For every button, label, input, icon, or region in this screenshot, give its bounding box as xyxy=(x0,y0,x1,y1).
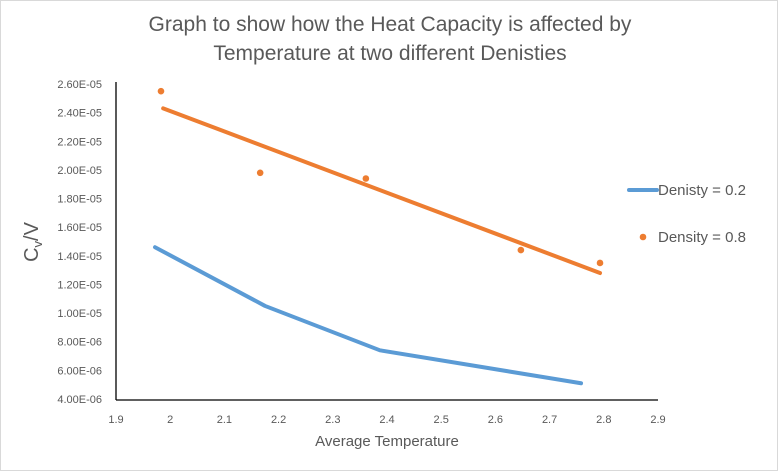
legend-label-density-0-2: Denisty = 0.2 xyxy=(658,182,746,199)
y-axis-title: Cv/V xyxy=(21,221,45,262)
x-tick-label: 2.7 xyxy=(542,414,557,426)
y-tick-label: 2.60E-05 xyxy=(57,79,102,91)
y-tick-label: 6.00E-06 xyxy=(57,365,102,377)
x-tick-label: 2.1 xyxy=(217,414,232,426)
x-tick-labels: 1.9 2 2.1 2.2 2.3 2.4 2.5 2.6 2.7 2.8 2.9 xyxy=(108,414,665,426)
y-tick-label: 1.80E-05 xyxy=(57,194,102,206)
y-tick-label: 1.20E-05 xyxy=(57,279,102,291)
x-tick-label: 2.6 xyxy=(488,414,503,426)
y-tick-label: 1.60E-05 xyxy=(57,222,102,234)
chart-title-line-1: Graph to show how the Heat Capacity is a… xyxy=(148,13,632,36)
y-tick-label: 2.40E-05 xyxy=(57,108,102,120)
x-tick-label: 2 xyxy=(167,414,173,426)
y-tick-label: 2.20E-05 xyxy=(57,136,102,148)
chart-title-line-2: Temperature at two different Denisties xyxy=(213,42,567,65)
data-point-density-0-8 xyxy=(256,169,264,177)
series-group xyxy=(153,87,604,386)
data-point-density-0-8 xyxy=(596,259,604,267)
data-point-density-0-8 xyxy=(157,87,165,95)
x-tick-label: 2.2 xyxy=(271,414,286,426)
legend: Denisty = 0.2 Density = 0.8 xyxy=(627,182,746,246)
series-line-density-0-2 xyxy=(153,245,584,386)
data-point-density-0-8 xyxy=(362,175,370,182)
y-tick-label: 2.00E-05 xyxy=(57,165,102,177)
data-point-density-0-8 xyxy=(517,246,525,254)
y-tick-label: 1.00E-05 xyxy=(57,308,102,320)
y-tick-labels: 4.00E-06 6.00E-06 8.00E-06 1.00E-05 1.20E-05… xyxy=(57,79,102,406)
x-tick-label: 2.8 xyxy=(596,414,611,426)
legend-label-density-0-8: Density = 0.8 xyxy=(658,229,746,246)
svg-text:Cv/V: Cv/V xyxy=(21,221,45,262)
y-tick-label: 1.40E-05 xyxy=(57,251,102,263)
trendline-density-0-8 xyxy=(161,106,603,275)
x-axis-title: Average Temperature xyxy=(315,433,459,450)
chart-title: Graph to show how the Heat Capacity is a… xyxy=(100,10,680,68)
y-axis-title-sub: v xyxy=(30,240,45,247)
y-tick-label: 8.00E-06 xyxy=(57,337,102,349)
legend-dot-icon xyxy=(639,233,647,241)
y-tick-label: 4.00E-06 xyxy=(57,394,102,406)
x-tick-label: 2.9 xyxy=(650,414,665,426)
y-axis-title-main: C xyxy=(21,247,43,261)
x-tick-label: 2.5 xyxy=(434,414,449,426)
x-tick-label: 1.9 xyxy=(108,414,123,426)
x-tick-label: 2.3 xyxy=(325,414,340,426)
x-tick-label: 2.4 xyxy=(379,414,394,426)
y-axis-title-tail: /V xyxy=(21,221,43,241)
